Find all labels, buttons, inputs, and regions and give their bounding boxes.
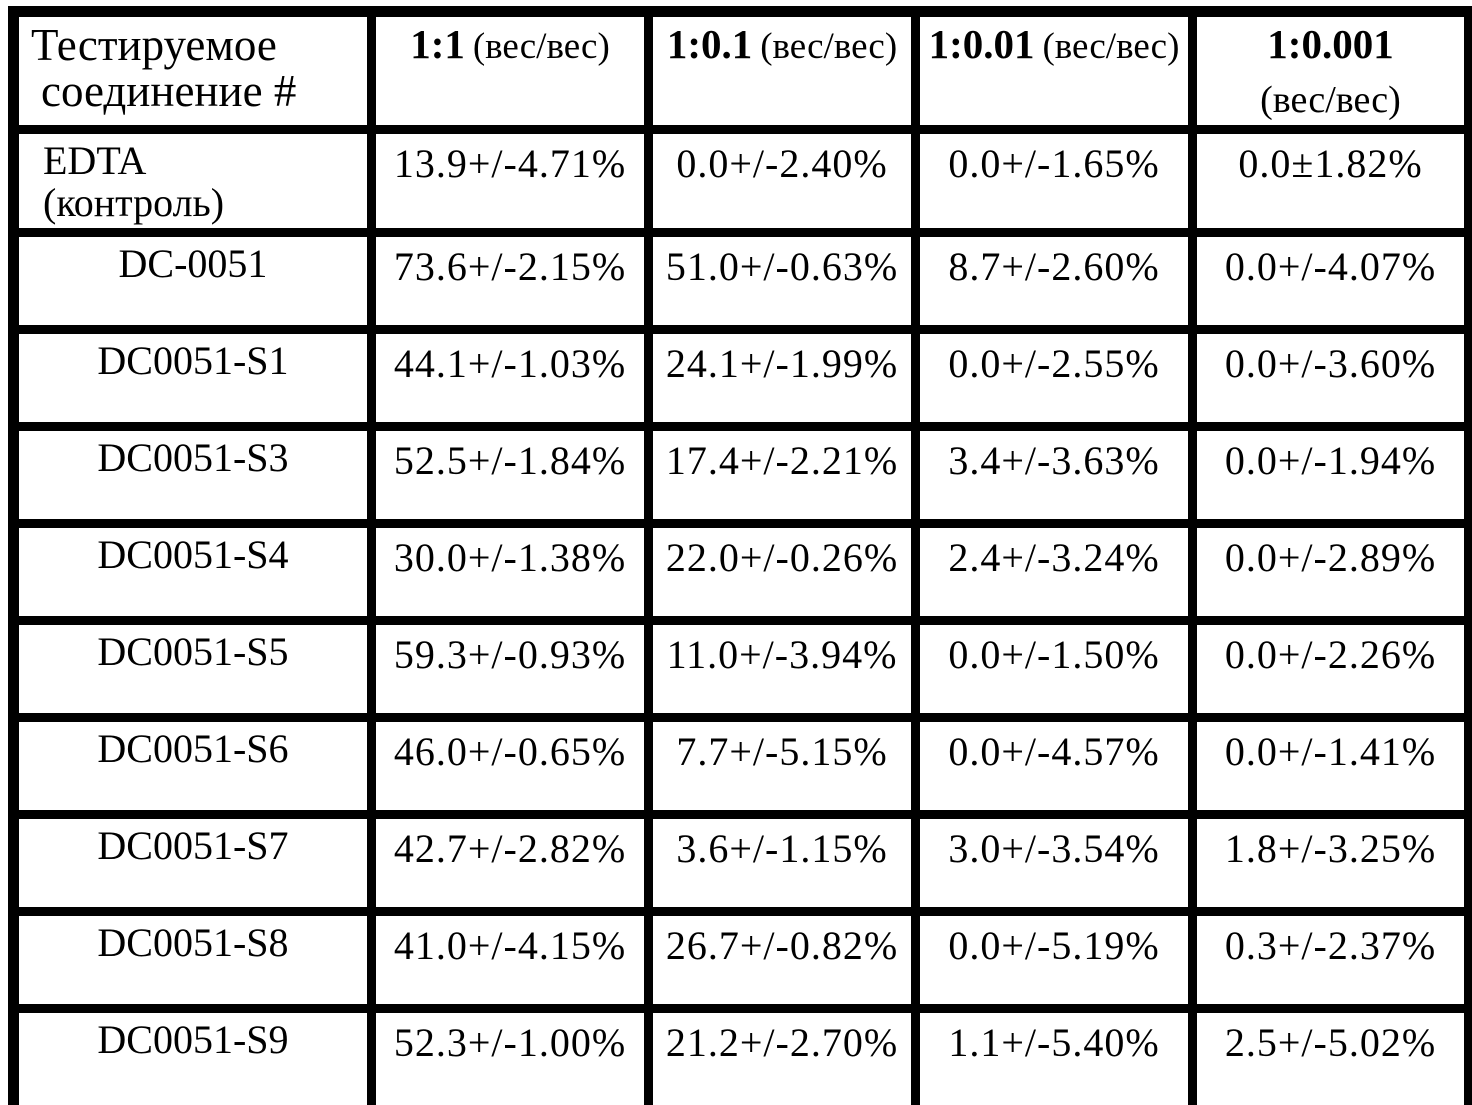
value-cell: 42.7+/-2.82%: [367, 809, 653, 916]
value-cell: 0.0+/-2.40%: [644, 124, 920, 237]
value-cell: 52.3+/-1.00%: [367, 1003, 653, 1105]
value-cell: 24.1+/-1.99%: [644, 324, 920, 431]
ratio-label: 1:0.001: [1267, 21, 1394, 67]
compound-cell: DC0051-S3: [9, 421, 376, 528]
value-cell: 7.7+/-5.15%: [644, 712, 920, 819]
compound-name: DC0051-S1: [97, 337, 289, 383]
value-cell: 59.3+/-0.93%: [367, 615, 653, 722]
compound-note: (контроль): [43, 179, 225, 225]
table-row-dc0051-s8: DC0051-S8 41.0+/-4.15% 26.7+/-0.82% 0.0+…: [9, 906, 1472, 1013]
value-cell: 0.3+/-2.37%: [1188, 906, 1472, 1013]
value-cell: 0.0+/-1.94%: [1188, 421, 1472, 528]
value-cell: 30.0+/-1.38%: [367, 518, 653, 625]
table-row-dc-0051: DC-0051 73.6+/-2.15% 51.0+/-0.63% 8.7+/-…: [9, 227, 1472, 334]
value-cell: 1.8+/-3.25%: [1188, 809, 1472, 916]
value-cell: 0.0+/-1.41%: [1188, 712, 1472, 819]
value-cell: 0.0+/-4.07%: [1188, 227, 1472, 334]
ratio-label: 1:1: [410, 21, 465, 67]
table-row-dc0051-s5: DC0051-S5 59.3+/-0.93% 11.0+/-3.94% 0.0+…: [9, 615, 1472, 722]
value-cell: 13.9+/-4.71%: [367, 124, 653, 237]
table-header-row: Тестируемое соединение # 1:1 (вес/вес) 1:…: [9, 7, 1472, 134]
value-cell: 0.0+/-2.26%: [1188, 615, 1472, 722]
compound-name: EDTA: [43, 137, 147, 183]
table-row-dc0051-s3: DC0051-S3 52.5+/-1.84% 17.4+/-2.21% 3.4+…: [9, 421, 1472, 528]
value-cell: 52.5+/-1.84%: [367, 421, 653, 528]
ratio-unit: (вес/вес): [760, 26, 898, 67]
value-cell: 17.4+/-2.21%: [644, 421, 920, 528]
value-cell: 0.0+/-5.19%: [911, 906, 1197, 1013]
compound-cell: DC0051-S1: [9, 324, 376, 431]
value-cell: 73.6+/-2.15%: [367, 227, 653, 334]
value-cell: 0.0+/-2.89%: [1188, 518, 1472, 625]
value-cell: 8.7+/-2.60%: [911, 227, 1197, 334]
compound-cell: DC0051-S9: [9, 1003, 376, 1105]
compound-cell: EDTA (контроль): [9, 124, 376, 237]
value-cell: 41.0+/-4.15%: [367, 906, 653, 1013]
compound-name: DC-0051: [118, 240, 268, 286]
compound-ratio-table: Тестируемое соединение # 1:1 (вес/вес) 1:…: [8, 6, 1472, 1105]
value-cell: 26.7+/-0.82%: [644, 906, 920, 1013]
value-cell: 21.2+/-2.70%: [644, 1003, 920, 1105]
value-cell: 0.0+/-4.57%: [911, 712, 1197, 819]
ratio-unit: (вес/вес): [1260, 78, 1401, 121]
compound-cell: DC0051-S5: [9, 615, 376, 722]
table-row-dc0051-s7: DC0051-S7 42.7+/-2.82% 3.6+/-1.15% 3.0+/…: [9, 809, 1472, 916]
compound-cell: DC0051-S6: [9, 712, 376, 819]
value-cell: 0.0±1.82%: [1188, 124, 1472, 237]
ratio-unit: (вес/вес): [472, 26, 610, 67]
compound-cell: DC0051-S8: [9, 906, 376, 1013]
compound-cell: DC0051-S7: [9, 809, 376, 916]
value-cell: 1.1+/-5.40%: [911, 1003, 1197, 1105]
value-cell: 0.0+/-3.60%: [1188, 324, 1472, 431]
value-cell: 46.0+/-0.65%: [367, 712, 653, 819]
value-cell: 0.0+/-1.65%: [911, 124, 1197, 237]
header-cell-ratio-1-1: 1:1 (вес/вес): [367, 7, 653, 134]
compound-name: DC0051-S6: [97, 725, 289, 771]
compound-name: DC0051-S8: [97, 919, 289, 965]
value-cell: 3.0+/-3.54%: [911, 809, 1197, 916]
compound-name: DC0051-S5: [97, 628, 289, 674]
compound-name: DC0051-S3: [97, 434, 289, 480]
value-cell: 2.5+/-5.02%: [1188, 1003, 1472, 1105]
compound-cell: DC-0051: [9, 227, 376, 334]
ratio-label: 1:0.1: [666, 21, 753, 67]
compound-name: DC0051-S4: [97, 531, 289, 577]
table-row-dc0051-s4: DC0051-S4 30.0+/-1.38% 22.0+/-0.26% 2.4+…: [9, 518, 1472, 625]
header-cell-compound: Тестируемое соединение #: [9, 7, 376, 134]
value-cell: 44.1+/-1.03%: [367, 324, 653, 431]
table-row-dc0051-s9: DC0051-S9 52.3+/-1.00% 21.2+/-2.70% 1.1+…: [9, 1003, 1472, 1105]
compound-name: DC0051-S7: [97, 822, 289, 868]
table-row-edta: EDTA (контроль) 13.9+/-4.71% 0.0+/-2.40%…: [9, 124, 1472, 237]
header-compound-line2: соединение #: [41, 65, 297, 116]
value-cell: 3.4+/-3.63%: [911, 421, 1197, 528]
header-cell-ratio-1-0.001: 1:0.001 (вес/вес): [1188, 7, 1472, 134]
value-cell: 22.0+/-0.26%: [644, 518, 920, 625]
header-compound-line1: Тестируемое: [31, 20, 277, 70]
value-cell: 11.0+/-3.94%: [644, 615, 920, 722]
value-cell: 0.0+/-2.55%: [911, 324, 1197, 431]
compound-name: DC0051-S9: [97, 1016, 289, 1062]
value-cell: 3.6+/-1.15%: [644, 809, 920, 916]
header-cell-ratio-1-0.1: 1:0.1 (вес/вес): [644, 7, 920, 134]
ratio-unit: (вес/вес): [1042, 26, 1180, 67]
header-cell-ratio-1-0.01: 1:0.01 (вес/вес): [911, 7, 1197, 134]
table-row-dc0051-s1: DC0051-S1 44.1+/-1.03% 24.1+/-1.99% 0.0+…: [9, 324, 1472, 431]
value-cell: 51.0+/-0.63%: [644, 227, 920, 334]
ratio-label: 1:0.01: [928, 21, 1035, 67]
table-row-dc0051-s6: DC0051-S6 46.0+/-0.65% 7.7+/-5.15% 0.0+/…: [9, 712, 1472, 819]
compound-cell: DC0051-S4: [9, 518, 376, 625]
value-cell: 2.4+/-3.24%: [911, 518, 1197, 625]
value-cell: 0.0+/-1.50%: [911, 615, 1197, 722]
